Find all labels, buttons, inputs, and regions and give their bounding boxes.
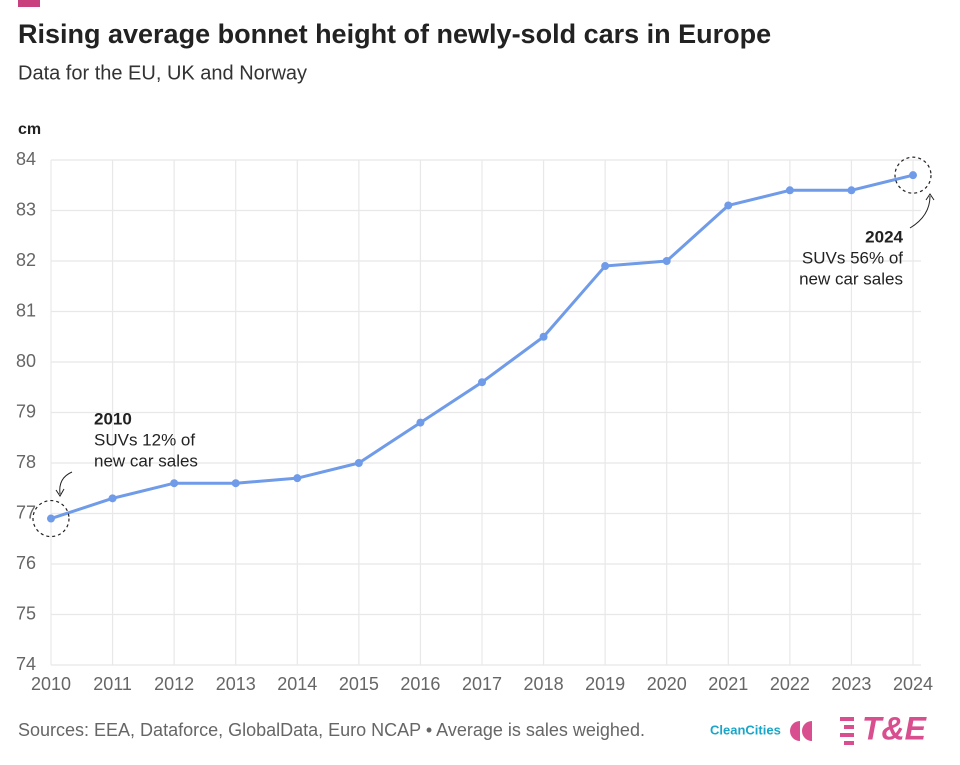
annotation-text: SUVs 56% of (802, 248, 903, 267)
annotation-arrow (909, 195, 931, 229)
y-tick-label: 83 (16, 199, 36, 219)
plot (32, 156, 932, 538)
chart-subtitle: Data for the EU, UK and Norway (18, 62, 307, 84)
brand-bar (18, 0, 40, 7)
y-tick-label: 81 (16, 300, 36, 320)
x-tick-label: 2016 (400, 674, 440, 694)
annotation-arrow (59, 471, 73, 495)
y-tick-label: 79 (16, 401, 36, 421)
x-tick-label: 2024 (893, 674, 933, 694)
source-note: Sources: EEA, Dataforce, GlobalData, Eur… (18, 720, 645, 740)
x-tick-label: 2019 (585, 674, 625, 694)
y-tick-label: 82 (16, 250, 36, 270)
annotation-arrowhead (55, 488, 65, 497)
x-tick-label: 2021 (708, 674, 748, 694)
data-point (108, 494, 117, 503)
highlight-circle (894, 156, 932, 194)
data-point (724, 201, 733, 210)
y-tick-label: 80 (16, 351, 36, 371)
y-tick-label: 77 (16, 502, 36, 522)
chart-title: Rising average bonnet height of newly-so… (18, 19, 771, 49)
x-tick-label: 2010 (31, 674, 71, 694)
y-tick-label: 76 (16, 553, 36, 573)
x-tick-label: 2011 (93, 674, 132, 694)
data-point (231, 479, 240, 488)
logo-cleancities: CleanCities (710, 722, 781, 737)
data-point (785, 186, 794, 195)
annotation-title: 2024 (865, 227, 903, 246)
x-tick-label: 2013 (216, 674, 256, 694)
data-point (170, 479, 179, 488)
data-point (539, 332, 548, 341)
annotation-text: new car sales (94, 451, 198, 470)
annotation-arrowhead (925, 193, 935, 201)
data-point (416, 418, 425, 427)
x-tick-label: 2015 (339, 674, 379, 694)
annotation-title: 2010 (94, 409, 132, 428)
x-tick-label: 2020 (647, 674, 687, 694)
data-point (293, 474, 302, 483)
y-tick-label: 84 (16, 149, 36, 169)
x-tick-label: 2014 (277, 674, 317, 694)
annotation-text: new car sales (799, 269, 903, 288)
logo-stripes (840, 717, 854, 745)
logo-te: T&E (862, 710, 928, 746)
data-point (354, 459, 363, 467)
x-tick-label: 2017 (462, 674, 502, 694)
x-tick-label: 2018 (524, 674, 564, 694)
y-tick-label: 75 (16, 603, 36, 623)
x-tick-label: 2023 (831, 674, 871, 694)
data-point (47, 514, 55, 523)
data-point (909, 171, 917, 180)
logo-mark (790, 721, 812, 741)
annotation-text: SUVs 12% of (94, 430, 195, 449)
data-point (847, 186, 856, 195)
y-tick-label: 74 (16, 654, 36, 674)
x-tick-label: 2012 (154, 674, 194, 694)
y-tick-label: 78 (16, 452, 36, 472)
x-tick-label: 2022 (770, 674, 810, 694)
data-point (601, 262, 610, 271)
grid: 74 75 76 77 78 79 80 81 82 83 84 2010 2011 2012 2013 20… (16, 149, 933, 694)
data-point (662, 257, 671, 265)
y-axis-label: cm (18, 121, 41, 138)
highlight-circle (32, 499, 70, 538)
data-point (478, 378, 486, 387)
